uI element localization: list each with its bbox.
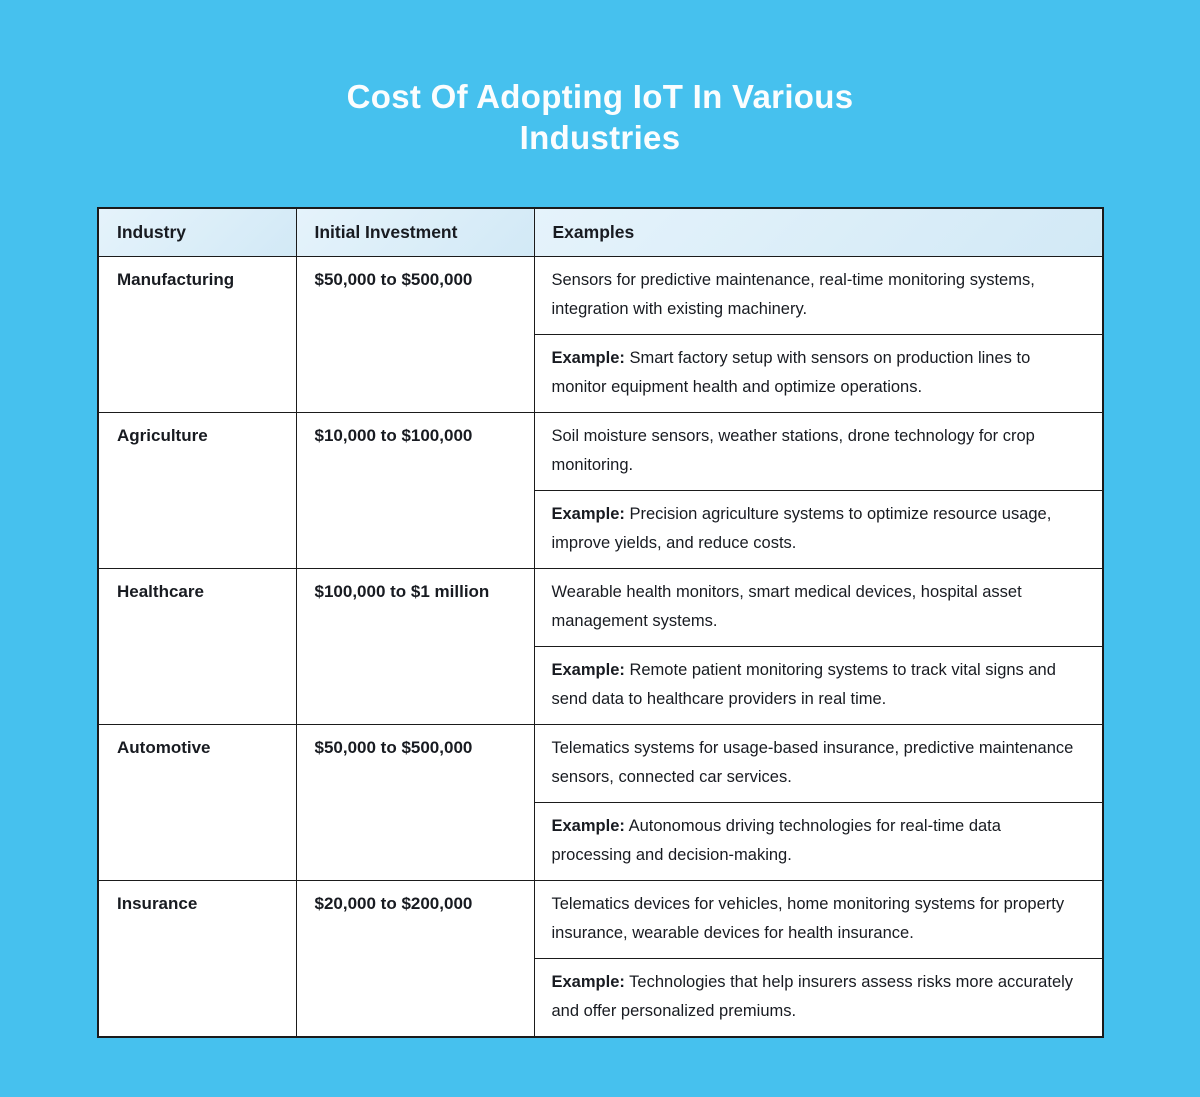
table-row: Automotive $50,000 to $500,000 Telematic…: [97, 723, 1104, 881]
example-text: Smart factory setup with sensors on prod…: [551, 348, 1031, 397]
table-header-row: Industry Initial Investment Examples: [97, 207, 1104, 257]
example-label: Example:: [551, 816, 625, 835]
column-header-examples: Examples: [533, 207, 1104, 257]
page-title: Cost Of Adopting IoT In Various Industri…: [0, 76, 1200, 158]
example-text: Remote patient monitoring systems to tra…: [551, 660, 1056, 709]
examples-description-cell: Telematics systems for usage-based insur…: [533, 723, 1104, 803]
cost-table-container: Industry Initial Investment Examples Man…: [97, 207, 1104, 1038]
table-row: Insurance $20,000 to $200,000 Telematics…: [97, 879, 1104, 1037]
example-text: Precision agriculture systems to optimiz…: [551, 504, 1052, 553]
investment-cell: $100,000 to $1 million: [295, 567, 535, 725]
examples-description-cell: Soil moisture sensors, weather stations,…: [533, 411, 1104, 491]
example-label: Example:: [551, 504, 625, 523]
example-label: Example:: [551, 660, 625, 679]
column-header-investment: Initial Investment: [295, 207, 535, 257]
investment-cell: $20,000 to $200,000: [295, 879, 535, 1037]
example-text: Technologies that help insurers assess r…: [551, 972, 1074, 1021]
investment-cell: $50,000 to $500,000: [295, 723, 535, 881]
table-row: Example: Smart factory setup with sensor…: [98, 333, 1104, 413]
examples-description-cell: Telematics devices for vehicles, home mo…: [533, 879, 1104, 959]
example-cell: Example: Remote patient monitoring syste…: [533, 645, 1104, 725]
page-title-line2: Industries: [519, 119, 681, 156]
example-cell: Example: Precision agriculture systems t…: [533, 489, 1104, 569]
industry-cell: Insurance: [97, 879, 297, 1037]
page-title-line1: Cost Of Adopting IoT In Various: [346, 78, 854, 115]
iot-cost-table: Industry Initial Investment Examples Man…: [97, 207, 1104, 1038]
industry-cell: Agriculture: [97, 411, 297, 569]
table-row: Manufacturing $50,000 to $500,000 Sensor…: [97, 255, 1104, 413]
example-text: Autonomous driving technologies for real…: [551, 816, 1001, 865]
example-label: Example:: [551, 972, 625, 991]
example-cell: Example: Smart factory setup with sensor…: [533, 333, 1104, 413]
example-cell: Example: Autonomous driving technologies…: [533, 801, 1104, 881]
table-row: Example: Technologies that help insurers…: [98, 957, 1104, 1037]
example-label: Example:: [551, 348, 625, 367]
examples-description-cell: Wearable health monitors, smart medical …: [533, 567, 1104, 647]
example-cell: Example: Technologies that help insurers…: [533, 957, 1104, 1037]
industry-cell: Automotive: [97, 723, 297, 881]
examples-description-cell: Sensors for predictive maintenance, real…: [533, 255, 1104, 335]
industry-cell: Healthcare: [97, 567, 297, 725]
table-row: Agriculture $10,000 to $100,000 Soil moi…: [97, 411, 1104, 569]
industry-cell: Manufacturing: [97, 255, 297, 413]
table-row: Example: Remote patient monitoring syste…: [98, 645, 1104, 725]
investment-cell: $50,000 to $500,000: [295, 255, 535, 413]
column-header-industry: Industry: [97, 207, 297, 257]
table-row: Example: Precision agriculture systems t…: [98, 489, 1104, 569]
table-row: Healthcare $100,000 to $1 million Wearab…: [97, 567, 1104, 725]
investment-cell: $10,000 to $100,000: [295, 411, 535, 569]
